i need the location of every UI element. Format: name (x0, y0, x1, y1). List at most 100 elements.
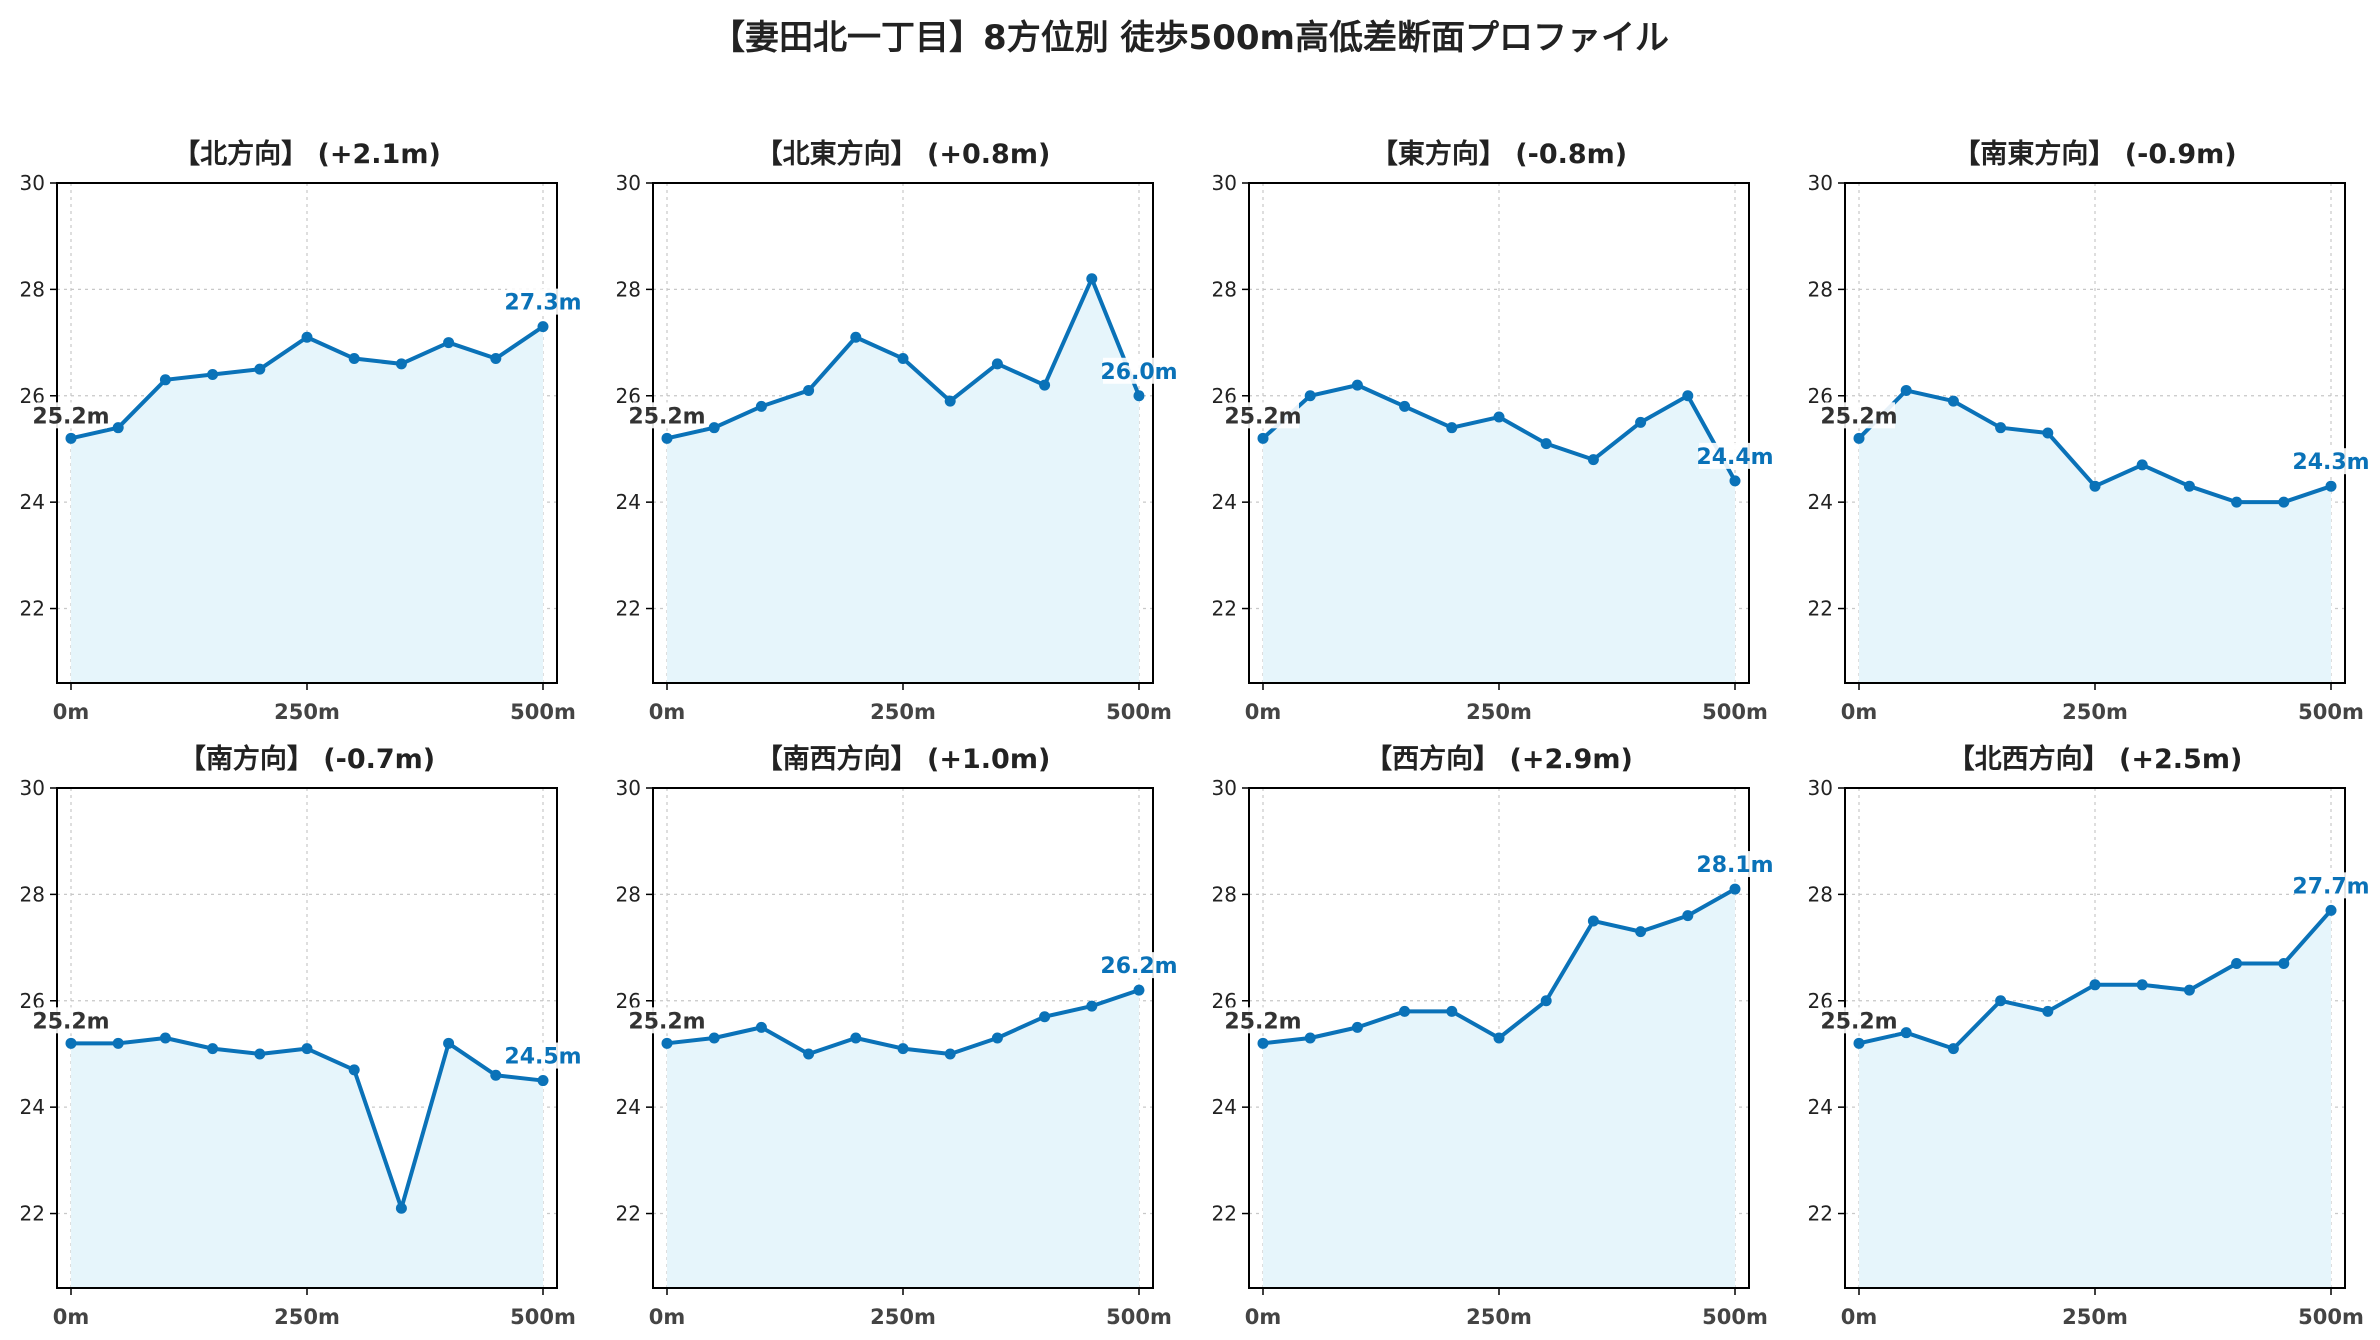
y-tick-label: 24 (616, 490, 641, 514)
end-value-label: 28.1m (1696, 853, 1773, 878)
data-point (2089, 979, 2101, 991)
data-point (2089, 480, 2101, 492)
data-point (2278, 958, 2290, 970)
data-point (2042, 427, 2054, 439)
data-point (159, 1032, 171, 1044)
x-tick-label: 500m (1702, 700, 1768, 724)
data-point (2231, 496, 2243, 508)
y-tick-label: 24 (1808, 490, 1833, 514)
end-value-label: 27.3m (504, 291, 581, 316)
end-value-label: 24.5m (504, 1045, 581, 1070)
start-label-bg (1229, 402, 1299, 429)
data-point (1729, 883, 1741, 895)
x-tick-label: 500m (1106, 700, 1172, 724)
y-tick-label: 30 (1808, 171, 1833, 195)
data-point (159, 374, 171, 386)
y-tick-label: 22 (1808, 597, 1833, 621)
data-point (1086, 273, 1098, 285)
area-fill (71, 1038, 543, 1288)
data-point (803, 1048, 815, 1060)
start-label-bg (633, 1007, 703, 1034)
data-point (2325, 480, 2337, 492)
end-label-bg (1699, 851, 1773, 878)
data-point (443, 1037, 455, 1049)
y-tick-label: 22 (1212, 1202, 1237, 1226)
start-value-label: 25.2m (1820, 404, 1897, 429)
data-point (1304, 1032, 1316, 1044)
data-point (1257, 1037, 1269, 1049)
data-point (708, 1032, 720, 1044)
start-value-label: 25.2m (1820, 1009, 1897, 1034)
end-value-label: 24.3m (2292, 450, 2369, 475)
data-point (2136, 979, 2148, 991)
x-tick-label: 250m (1466, 1305, 1532, 1329)
data-point (991, 358, 1003, 370)
data-point (1446, 422, 1458, 434)
y-tick-label: 30 (20, 776, 45, 800)
y-tick-label: 28 (616, 277, 641, 301)
data-point (2278, 496, 2290, 508)
start-value-label: 25.2m (32, 1009, 109, 1034)
x-tick-label: 250m (870, 700, 936, 724)
data-point (803, 384, 815, 396)
data-point (207, 368, 219, 380)
end-label-bg (507, 1042, 581, 1069)
data-point (1039, 1011, 1051, 1023)
end-label-bg (507, 288, 581, 315)
area-fill (667, 990, 1139, 1288)
data-point (755, 1021, 767, 1033)
x-tick-label: 500m (2298, 1305, 2364, 1329)
data-point (1853, 1037, 1865, 1049)
start-label-bg (1229, 1007, 1299, 1034)
y-tick-label: 22 (1808, 1202, 1833, 1226)
y-tick-label: 30 (616, 171, 641, 195)
data-point (537, 1075, 549, 1087)
data-point (1995, 995, 2007, 1007)
data-point (207, 1043, 219, 1055)
data-point (850, 331, 862, 343)
data-point (944, 395, 956, 407)
data-point (1900, 384, 1912, 396)
y-tick-label: 30 (1808, 776, 1833, 800)
data-point (1540, 438, 1552, 450)
y-tick-label: 24 (1808, 1095, 1833, 1119)
data-point (661, 1037, 673, 1049)
panel-title: 【北方向】 (+2.1m) (173, 138, 441, 170)
data-point (254, 363, 266, 375)
figure-title: 【妻田北一丁目】8方位別 徒歩500m高低差断面プロファイル (711, 18, 1669, 58)
data-point (708, 422, 720, 434)
data-point (991, 1032, 1003, 1044)
data-point (1446, 1005, 1458, 1017)
data-point (1635, 926, 1647, 938)
y-tick-label: 24 (20, 490, 45, 514)
data-point (1133, 390, 1145, 402)
end-label-bg (2295, 872, 2369, 899)
data-point (1587, 915, 1599, 927)
data-point (2183, 984, 2195, 996)
x-tick-label: 500m (1702, 1305, 1768, 1329)
start-label-bg (633, 402, 703, 429)
x-tick-label: 250m (1466, 700, 1532, 724)
x-tick-label: 0m (649, 1305, 686, 1329)
data-point (1635, 416, 1647, 428)
data-point (65, 1037, 77, 1049)
end-value-label: 27.7m (2292, 874, 2369, 899)
data-point (1399, 400, 1411, 412)
panel-title: 【南東方向】 (-0.9m) (1953, 138, 2236, 170)
y-tick-label: 24 (20, 1095, 45, 1119)
data-point (348, 1064, 360, 1076)
area-fill (1263, 889, 1735, 1288)
data-point (897, 353, 909, 365)
start-value-label: 25.2m (32, 404, 109, 429)
area-fill (1263, 385, 1735, 683)
data-point (2183, 480, 2195, 492)
area-fill (1859, 390, 2331, 683)
x-tick-label: 0m (53, 700, 90, 724)
data-point (897, 1043, 909, 1055)
end-label-bg (1103, 952, 1177, 979)
data-point (1399, 1005, 1411, 1017)
y-tick-label: 30 (1212, 171, 1237, 195)
y-tick-label: 30 (20, 171, 45, 195)
